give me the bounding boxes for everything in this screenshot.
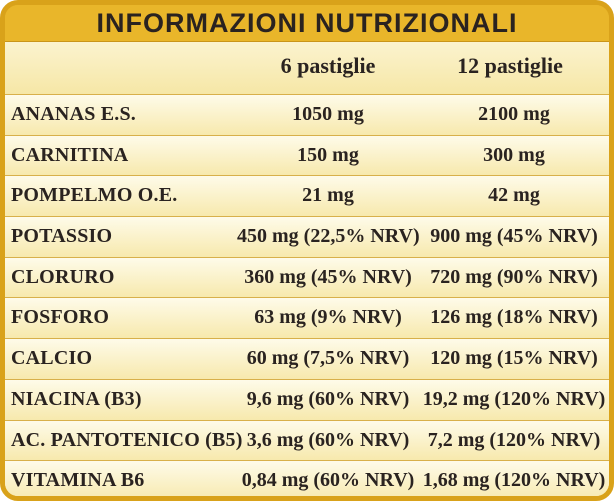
nutrient-name: CALCIO [11,347,93,370]
value-12: 1,68 mg (120% NRV) [422,469,606,492]
nutrient-name: VITAMINA B6 [11,469,145,492]
value-6: 360 mg (45% NRV) [244,265,412,288]
value-6: 60 mg (7,5% NRV) [246,347,410,370]
value-6: 450 mg (22,5% NRV) [237,225,420,248]
column-header-6: 6 pastiglie [280,53,376,78]
column-header-12: 12 pastiglie [457,53,563,78]
value-6: 1050 mg [292,103,364,125]
table-row: POTASSIO 450 mg (22,5% NRV) 900 mg (45% … [5,217,609,258]
value-12: 2100 mg [478,103,550,125]
nutrient-name: NIACINA (B3) [11,387,142,410]
value-12: 120 mg (15% NRV) [430,347,598,370]
table-row: POMPELMO O.E. 21 mg 42 mg [5,176,609,218]
nutrient-name: AC. PANTOTENICO (B5) [11,428,243,451]
table-row: AC. PANTOTENICO (B5) 3,6 mg (60% NRV) 7,… [5,420,609,462]
nutrient-name: CLORURO [11,265,115,288]
value-6: 21 mg [302,184,354,207]
column-header-row: 6 pastiglie 12 pastiglie [5,42,609,95]
table-row: ANANAS E.S. 1050 mg 2100 mg [5,95,609,136]
value-12: 126 mg (18% NRV) [430,306,598,329]
nutrient-name: POMPELMO O.E. [11,184,178,207]
value-6: 150 mg [297,143,359,166]
table-row: VITAMINA B6 0,84 mg (60% NRV) 1,68 mg (1… [5,461,609,496]
value-12: 7,2 mg (120% NRV) [427,428,601,451]
nutrient-name: POTASSIO [11,225,113,248]
table-body: ANANAS E.S. 1050 mg 2100 mg CARNITINA 15… [5,95,609,496]
value-12: 720 mg (90% NRV) [430,265,598,288]
table-row: FOSFORO 63 mg (9% NRV) 126 mg (18% NRV) [5,298,609,340]
table-row: CARNITINA 150 mg 300 mg [5,135,609,177]
table-row: NIACINA (B3) 9,6 mg (60% NRV) 19,2 mg (1… [5,379,609,421]
value-12: 900 mg (45% NRV) [430,225,598,248]
table-title: INFORMAZIONI NUTRIZIONALI [5,5,609,42]
value-12: 19,2 mg (120% NRV) [422,387,606,410]
value-12: 42 mg [488,184,540,207]
table-row: CLORURO 360 mg (45% NRV) 720 mg (90% NRV… [5,257,609,299]
value-6: 3,6 mg (60% NRV) [246,428,410,451]
nutrient-name: CARNITINA [11,143,129,166]
nutrient-name: ANANAS E.S. [11,103,137,125]
table-row: CALCIO 60 mg (7,5% NRV) 120 mg (15% NRV) [5,339,609,380]
value-6: 9,6 mg (60% NRV) [246,387,410,410]
value-6: 0,84 mg (60% NRV) [241,469,415,492]
value-6: 63 mg (9% NRV) [254,306,402,329]
value-12: 300 mg [483,143,545,166]
nutrient-name: FOSFORO [11,306,110,329]
